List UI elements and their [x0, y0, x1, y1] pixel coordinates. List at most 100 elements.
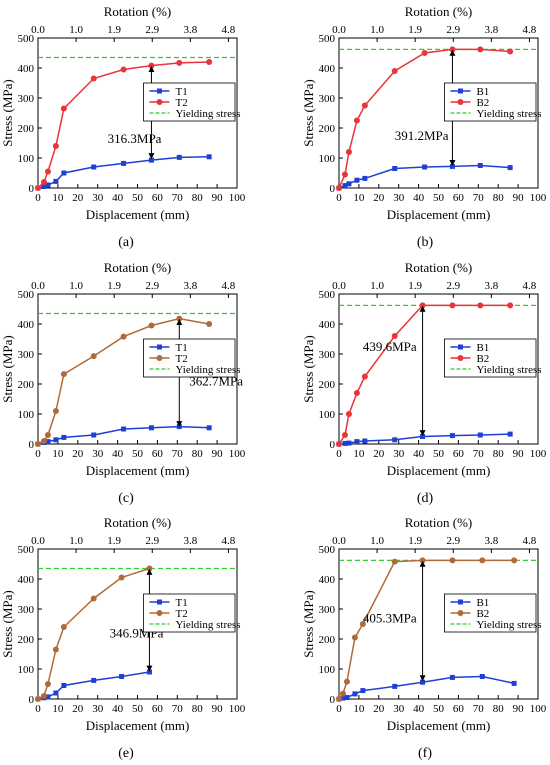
data-point-b1 [392, 683, 398, 689]
x-tick-label: 80 [493, 192, 505, 204]
legend-label: T1 [175, 86, 187, 98]
x-tick-label: 20 [373, 192, 385, 204]
y-tick-label: 0 [29, 439, 35, 451]
x2-tick-label: 2.9 [446, 535, 460, 547]
x-tick-label: 50 [132, 448, 144, 460]
x-axis-label: Displacement (mm) [86, 207, 190, 222]
y-tick-label: 400 [18, 574, 35, 586]
data-point-b2 [336, 696, 342, 702]
legend-marker [457, 610, 464, 616]
y-tick-label: 200 [18, 123, 35, 135]
series-line-b2 [338, 304, 511, 445]
x-tick-label: 30 [393, 703, 405, 715]
x-tick-label: 100 [229, 703, 246, 715]
x-tick-label: 0 [35, 192, 41, 204]
x2-tick-label: 4.8 [523, 280, 537, 292]
x-tick-label: 90 [212, 448, 224, 460]
x-tick-label: 100 [530, 192, 547, 204]
data-point-b1 [392, 166, 398, 171]
x-axis-label: Displacement (mm) [387, 718, 491, 733]
x-tick-label: 40 [413, 448, 425, 460]
data-point-t2 [118, 574, 125, 581]
x-tick-label: 30 [92, 192, 104, 204]
data-point-t2 [176, 59, 183, 66]
x-tick-label: 100 [229, 192, 246, 204]
data-point-t2 [35, 441, 41, 447]
data-point-b2 [339, 690, 346, 697]
data-point-t1 [91, 432, 97, 438]
data-point-b1 [354, 177, 360, 183]
data-point-t2 [44, 432, 51, 438]
x-tick-label: 0 [35, 448, 41, 460]
x-axis-label: Displacement (mm) [86, 718, 190, 733]
x-tick-label: 50 [132, 703, 144, 715]
legend-label: T2 [175, 608, 187, 620]
x-tick-label: 70 [473, 703, 485, 715]
x2-axis-label: Rotation (%) [405, 4, 473, 19]
y-tick-label: 400 [18, 63, 35, 75]
chart-panel-5: 0 10 20 30 40 50 60 70 80 90 100 0.0 1.0 1.9 2.9 3.8 4.8… [0, 515, 246, 761]
chart-panel-1: 0 10 20 30 40 50 60 70 80 90 100 0.0 1.0 1.9 2.9 3.8 4.8… [0, 4, 246, 250]
y-tick-label: 500 [18, 33, 35, 45]
data-point-b1 [477, 163, 483, 168]
x-axis-label: Displacement (mm) [387, 207, 491, 222]
legend-marker [156, 88, 162, 94]
data-point-b2 [449, 302, 456, 309]
data-point-b2 [507, 302, 514, 309]
x-tick-label: 20 [72, 448, 84, 460]
y-tick-label: 500 [18, 544, 35, 556]
difference-annotation: 405.3MPa [363, 611, 417, 626]
data-point-b1 [511, 680, 517, 686]
y-tick-label: 100 [18, 153, 35, 165]
legend-label: B2 [476, 353, 489, 365]
data-point-b2 [391, 68, 398, 74]
y-tick-label: 400 [319, 63, 336, 75]
data-point-b1 [422, 164, 428, 170]
x-tick-label: 70 [473, 448, 485, 460]
x-tick-label: 70 [172, 192, 184, 204]
x2-tick-label: 1.0 [69, 535, 83, 547]
data-point-b1 [354, 439, 360, 445]
legend-marker [457, 344, 463, 350]
legend-label: Yielding stress [476, 619, 541, 631]
x-tick-label: 90 [212, 703, 224, 715]
y-tick-label: 500 [319, 289, 336, 301]
legend-marker [156, 599, 162, 605]
series-line-b2 [338, 48, 511, 189]
data-point-t1 [45, 182, 51, 188]
x-tick-label: 60 [152, 703, 164, 715]
data-point-b1 [479, 674, 485, 679]
data-point-b1 [352, 691, 358, 697]
x-tick-label: 70 [172, 448, 184, 460]
y-axis-label: Stress (MPa) [0, 79, 15, 147]
x2-tick-label: 1.9 [408, 535, 422, 547]
legend-marker [457, 88, 463, 94]
legend-label: B2 [476, 608, 489, 620]
panel-caption: (f) [418, 746, 432, 761]
data-point-b2 [391, 558, 398, 565]
x-tick-label: 20 [72, 703, 84, 715]
y-tick-label: 300 [18, 604, 35, 616]
x-tick-label: 10 [52, 192, 64, 204]
x-tick-label: 40 [413, 192, 425, 204]
data-point-t1 [121, 160, 127, 166]
x2-axis-label: Rotation (%) [405, 515, 473, 530]
data-point-t2 [90, 75, 97, 82]
x-tick-label: 100 [229, 448, 246, 460]
x-axis-label: Displacement (mm) [387, 463, 491, 478]
data-point-t1 [119, 674, 125, 679]
legend-label: Yielding stress [175, 364, 240, 376]
data-point-t2 [90, 353, 97, 360]
legend-marker [457, 599, 463, 605]
data-point-b2 [359, 621, 366, 627]
data-point-b1 [360, 688, 366, 694]
panel-caption: (c) [118, 491, 134, 506]
data-point-b2 [336, 441, 342, 447]
series-line-t2 [37, 317, 210, 445]
chart-panel-2: 0 10 20 30 40 50 60 70 80 90 100 0.0 1.0 1.9 2.9 3.8 4.8… [301, 4, 547, 250]
data-point-b1 [340, 695, 346, 701]
x2-tick-label: 1.9 [408, 24, 422, 36]
y-tick-label: 100 [319, 409, 336, 421]
y-axis-label: Stress (MPa) [301, 79, 316, 147]
